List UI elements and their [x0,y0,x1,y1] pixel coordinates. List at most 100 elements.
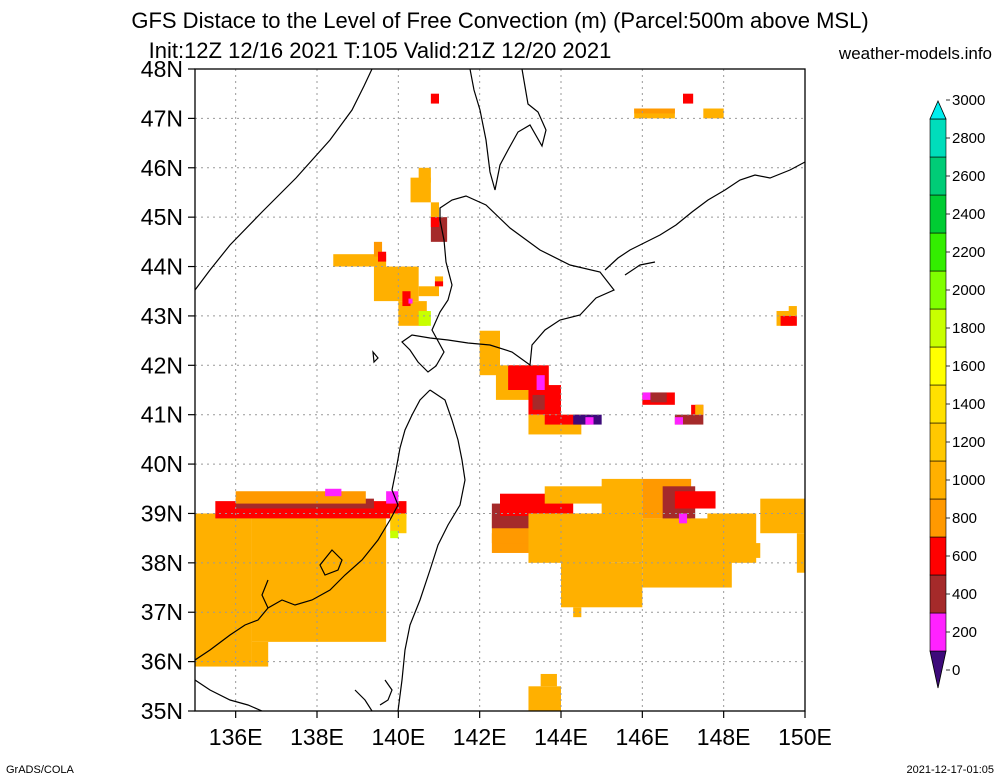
field-cell [678,513,688,524]
field-cell [634,108,675,114]
field-cell [532,394,545,410]
coastline-honshu-west [195,389,431,661]
coastline-boso [354,689,373,711]
colorbar-label: 1800 [952,320,985,337]
field-cell [573,607,582,618]
y-axis: 35N 36N 37N 38N 39N 40N 41N 42N 43N 44N 45N 46N 47N 4… [141,56,195,724]
colorbar-swatch [929,232,947,272]
field-cell [373,266,419,302]
colorbar-label: 2200 [952,244,985,261]
colorbar-swatch [929,574,947,614]
field-cell [390,530,399,539]
field-cell [430,93,439,104]
field-cell [325,488,342,497]
x-tick-label: 142E [453,724,507,750]
field-cell [642,392,651,400]
field-cell [674,417,683,425]
field-layer [195,93,805,711]
field-cell [748,543,761,558]
colorbar-swatch [929,612,947,652]
colorbar-low-arrow [929,650,947,689]
map-subtitle: Init:12Z 12/16 2021 T:105 Valid:21Z 12/2… [148,38,612,63]
colorbar-label: 2400 [952,206,985,223]
colorbar-high-arrow [929,100,947,120]
coastline-chiba [379,679,393,706]
y-tick-label: 38N [141,550,183,576]
field-cell [479,330,500,376]
field-cell [760,498,805,534]
x-tick-label: 136E [209,724,263,750]
colorbar-label: 2800 [952,130,985,147]
colorbar: 0 200 400 600 800 1000 1200 1400 1600 1800 2000 220… [929,92,985,689]
field-cell [235,491,366,504]
field-cell [540,673,557,687]
x-tick-label: 144E [534,724,588,750]
field-cell [373,241,383,257]
field-cell [195,513,252,667]
colorbar-label: 1400 [952,396,985,413]
coastline-okushiri [372,350,379,364]
footer-software: GrADS/COLA [6,764,74,776]
coastline-hokkaido [401,195,615,373]
field-cell [390,513,407,534]
colorbar-swatch [929,308,947,348]
field-cell [536,375,545,390]
field-cell [410,177,431,203]
colorbar-label: 1600 [952,358,985,375]
colorbar-label: 200 [952,624,977,641]
field-cell [544,414,590,425]
y-tick-label: 41N [141,402,183,428]
field-cell [788,306,797,316]
field-cell [434,276,444,287]
colorbar-label: 1200 [952,434,985,451]
coastline-sado [319,549,343,576]
field-cell [333,254,387,267]
coastline-honshu-south [195,679,263,711]
colorbar-swatch [929,460,947,500]
field-cell [561,513,610,568]
x-axis: 136E 138E 140E 142E 144E 146E 148E 150E [209,711,832,750]
field-cell [674,491,716,509]
coastline-kuril-islet [624,261,656,276]
field-cell [674,414,704,425]
field-cell [703,108,724,119]
field-cell [251,641,269,667]
x-tick-label: 148E [697,724,751,750]
colorbar-label: 600 [952,548,977,565]
y-tick-label: 36N [141,649,183,675]
colorbar-label: 2600 [952,168,985,185]
field-cell [650,392,667,403]
field-cell [402,291,411,307]
field-cell [695,404,704,415]
colorbar-label: 1000 [952,472,985,489]
map-title: GFS Distace to the Level of Free Convect… [131,8,869,33]
colorbar-swatch [929,346,947,386]
field-cell [378,251,387,262]
x-tick-label: 138E [290,724,344,750]
grid-layer [195,69,805,711]
y-tick-label: 44N [141,254,183,280]
colorbar-swatch [929,498,947,538]
field-cell [418,286,439,297]
coastline-layer [195,69,805,711]
y-tick-label: 39N [141,500,183,526]
colorbar-label: 0 [952,662,960,679]
coastline-honshu-east [397,389,466,711]
x-tick-label: 140E [371,724,425,750]
field-cell [561,562,643,608]
y-tick-label: 46N [141,155,183,181]
y-tick-label: 35N [141,698,183,724]
field-cell [418,167,431,183]
y-tick-label: 47N [141,105,183,131]
coastline-sakhalin [469,69,547,191]
field-cell [585,417,594,425]
colorbar-label: 400 [952,586,977,603]
field-cell [408,298,413,304]
y-tick-label: 48N [141,56,183,82]
colorbar-swatch [929,422,947,462]
field-cell [796,533,805,573]
field-cell [780,315,797,326]
field-cell [434,281,444,287]
field-cell [386,491,399,504]
